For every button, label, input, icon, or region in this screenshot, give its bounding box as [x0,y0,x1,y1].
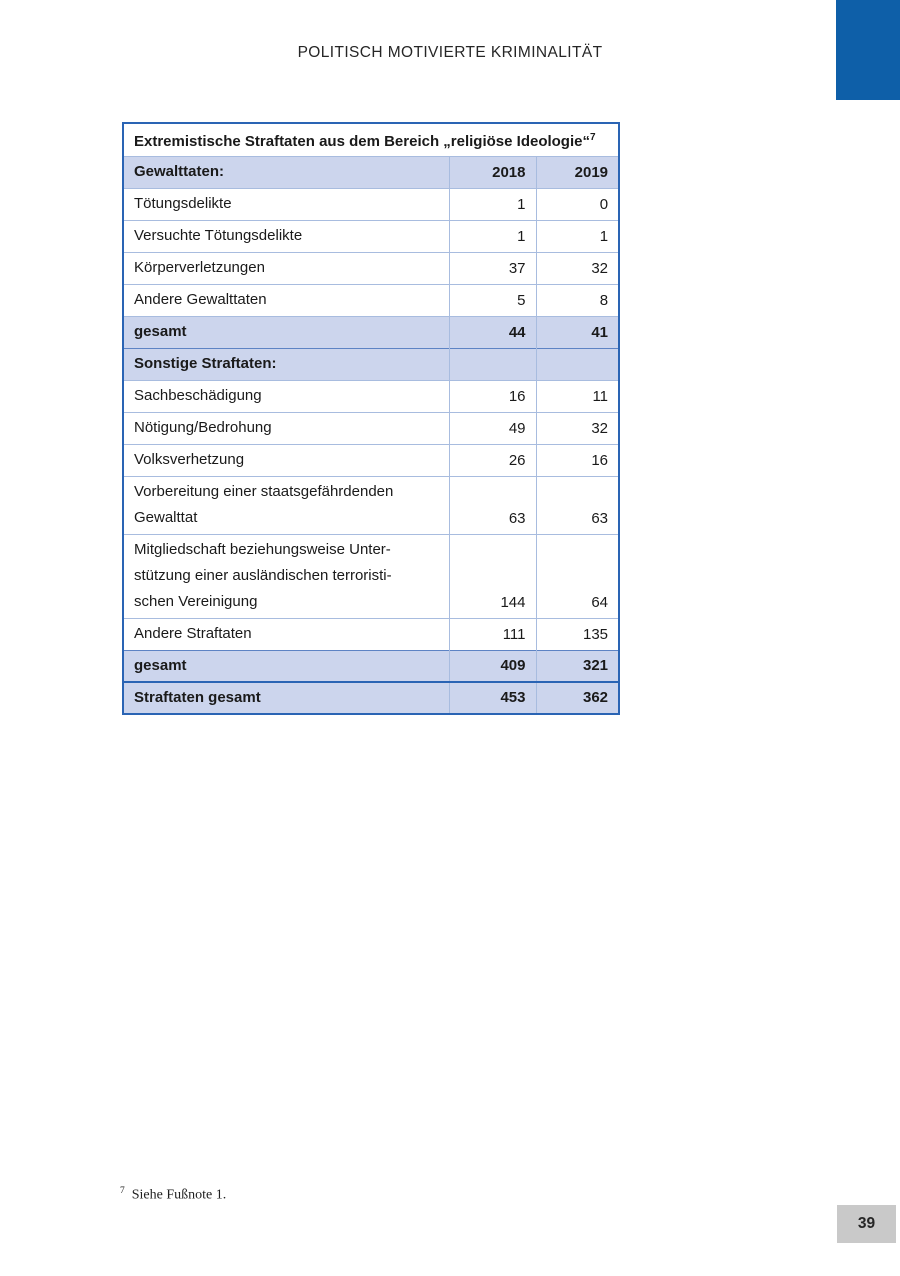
footnote: 7 Siehe Fußnote 1. [120,1186,226,1204]
value-2019: 362 [535,681,620,714]
table-row: Mitgliedschaft beziehungsweise Unter- st… [123,533,620,618]
value-2019: 321 [535,649,620,682]
column-header-2018: 2018 [448,155,536,188]
row-label: gesamt [123,315,449,348]
table-row: Andere Gewalttaten 5 8 [123,283,620,316]
row-label: Volksverhetzung [123,443,449,476]
value-2019: 41 [535,315,620,348]
value-2019: 32 [535,411,620,444]
value-2019: 0 [535,187,620,220]
table-row: Vorbereitung einer staatsgefährdenden Ge… [123,475,620,534]
row-label: Andere Straftaten [123,617,449,650]
subtotal-row-gewalttaten: gesamt 44 41 [123,315,620,348]
footnote-text: Siehe Fußnote 1. [131,1187,227,1203]
section-header-row-sonstige: Sonstige Straftaten: [123,347,620,380]
value-2019: 32 [535,251,620,284]
value-2018: 49 [448,411,536,444]
value-2019: 11 [535,379,620,412]
table-title-footnote-marker: 7 [589,131,596,143]
value-2018: 409 [448,649,536,682]
value-2019: 8 [535,283,620,316]
value-2019: 1 [535,219,620,252]
table-title-row: Extremistische Straftaten aus dem Bereic… [123,123,619,156]
row-label: Andere Gewalttaten [123,283,449,316]
table-row: Tötungsdelikte 1 0 [123,187,620,220]
row-label: gesamt [123,649,449,682]
table-row: Körperverletzungen 37 32 [123,251,620,284]
page-number: 39 [837,1205,896,1243]
corner-accent-block [836,0,900,100]
value-2019: 63 [535,475,620,534]
row-label: Vorbereitung einer staatsgefährdenden Ge… [123,475,449,534]
row-label: Körperverletzungen [123,251,449,284]
value-2018: 37 [448,251,536,284]
row-label: Mitgliedschaft beziehungsweise Unter- st… [123,533,449,618]
column-header-2019: 2019 [535,155,620,188]
value-2019 [535,347,620,380]
table-row: Nötigung/Bedrohung 49 32 [123,411,620,444]
footnote-marker: 7 [120,1186,125,1196]
row-label: Straftaten gesamt [123,681,449,714]
value-2018 [448,347,536,380]
table-row: Versuchte Tötungsdelikte 1 1 [123,219,620,252]
value-2018: 16 [448,379,536,412]
value-2018: 63 [448,475,536,534]
section-header-gewalttaten: Gewalttaten: [123,155,449,188]
value-2018: 44 [448,315,536,348]
row-label: Sachbeschädigung [123,379,449,412]
row-label: Nötigung/Bedrohung [123,411,449,444]
table-row: Volksverhetzung 26 16 [123,443,620,476]
section-header-sonstige: Sonstige Straftaten: [123,347,449,380]
value-2018: 453 [448,681,536,714]
value-2018: 26 [448,443,536,476]
row-label: Tötungsdelikte [123,187,449,220]
value-2019: 64 [535,533,620,618]
value-2018: 5 [448,283,536,316]
table-row: Sachbeschädigung 16 11 [123,379,620,412]
crime-statistics-table: Extremistische Straftaten aus dem Bereic… [122,122,621,715]
total-row: Straftaten gesamt 453 362 [123,681,620,714]
value-2019: 16 [535,443,620,476]
subtotal-row-sonstige: gesamt 409 321 [123,649,620,682]
row-label: Versuchte Tötungsdelikte [123,219,449,252]
table-header-row: Gewalttaten: 2018 2019 [123,155,620,188]
table-title-text: Extremistische Straftaten aus dem Bereic… [134,132,590,150]
value-2018: 1 [448,187,536,220]
table-row: Andere Straftaten 111 135 [123,617,620,650]
value-2018: 144 [448,533,536,618]
value-2018: 1 [448,219,536,252]
value-2018: 111 [448,617,536,650]
table-title: Extremistische Straftaten aus dem Bereic… [123,123,619,156]
value-2019: 135 [535,617,620,650]
running-head: POLITISCH MOTIVIERTE KRIMINALITÄT [297,44,603,61]
